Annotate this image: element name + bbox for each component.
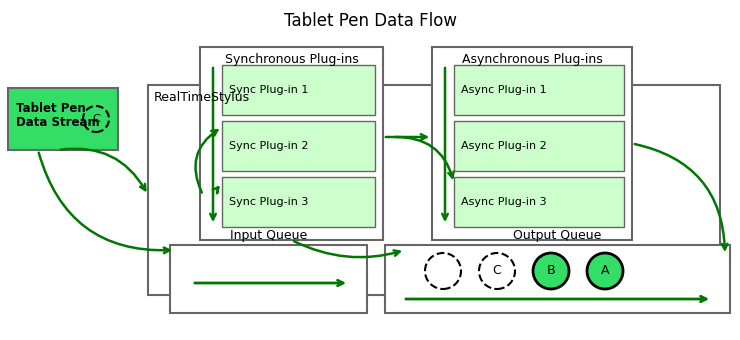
Text: Tablet Pen: Tablet Pen xyxy=(16,102,86,115)
Text: Async Plug-in 3: Async Plug-in 3 xyxy=(461,197,547,207)
Text: A: A xyxy=(601,265,609,277)
Text: C: C xyxy=(92,114,100,124)
Text: Sync Plug-in 1: Sync Plug-in 1 xyxy=(229,85,309,95)
Text: RealTimeStylus: RealTimeStylus xyxy=(154,91,250,104)
Circle shape xyxy=(533,253,569,289)
Bar xyxy=(385,245,730,313)
Text: Asynchronous Plug-ins: Asynchronous Plug-ins xyxy=(462,53,602,66)
Text: Data Stream: Data Stream xyxy=(16,117,100,130)
Text: Synchronous Plug-ins: Synchronous Plug-ins xyxy=(225,53,358,66)
Text: Async Plug-in 2: Async Plug-in 2 xyxy=(461,141,547,151)
Text: Input Queue: Input Queue xyxy=(230,229,307,242)
Bar xyxy=(222,121,375,171)
Text: B: B xyxy=(547,265,555,277)
Bar xyxy=(432,47,632,240)
Bar xyxy=(8,88,118,150)
Text: C: C xyxy=(493,265,502,277)
Bar xyxy=(454,177,624,227)
Bar xyxy=(454,121,624,171)
Bar xyxy=(222,65,375,115)
Circle shape xyxy=(479,253,515,289)
Circle shape xyxy=(425,253,461,289)
Bar xyxy=(222,177,375,227)
Bar xyxy=(200,47,383,240)
Text: Async Plug-in 1: Async Plug-in 1 xyxy=(461,85,547,95)
Text: Output Queue: Output Queue xyxy=(514,229,602,242)
Text: Sync Plug-in 2: Sync Plug-in 2 xyxy=(229,141,309,151)
Text: Tablet Pen Data Flow: Tablet Pen Data Flow xyxy=(283,12,457,30)
Circle shape xyxy=(587,253,623,289)
Text: Sync Plug-in 3: Sync Plug-in 3 xyxy=(229,197,309,207)
Bar xyxy=(148,85,720,295)
Bar xyxy=(454,65,624,115)
Bar xyxy=(170,245,367,313)
